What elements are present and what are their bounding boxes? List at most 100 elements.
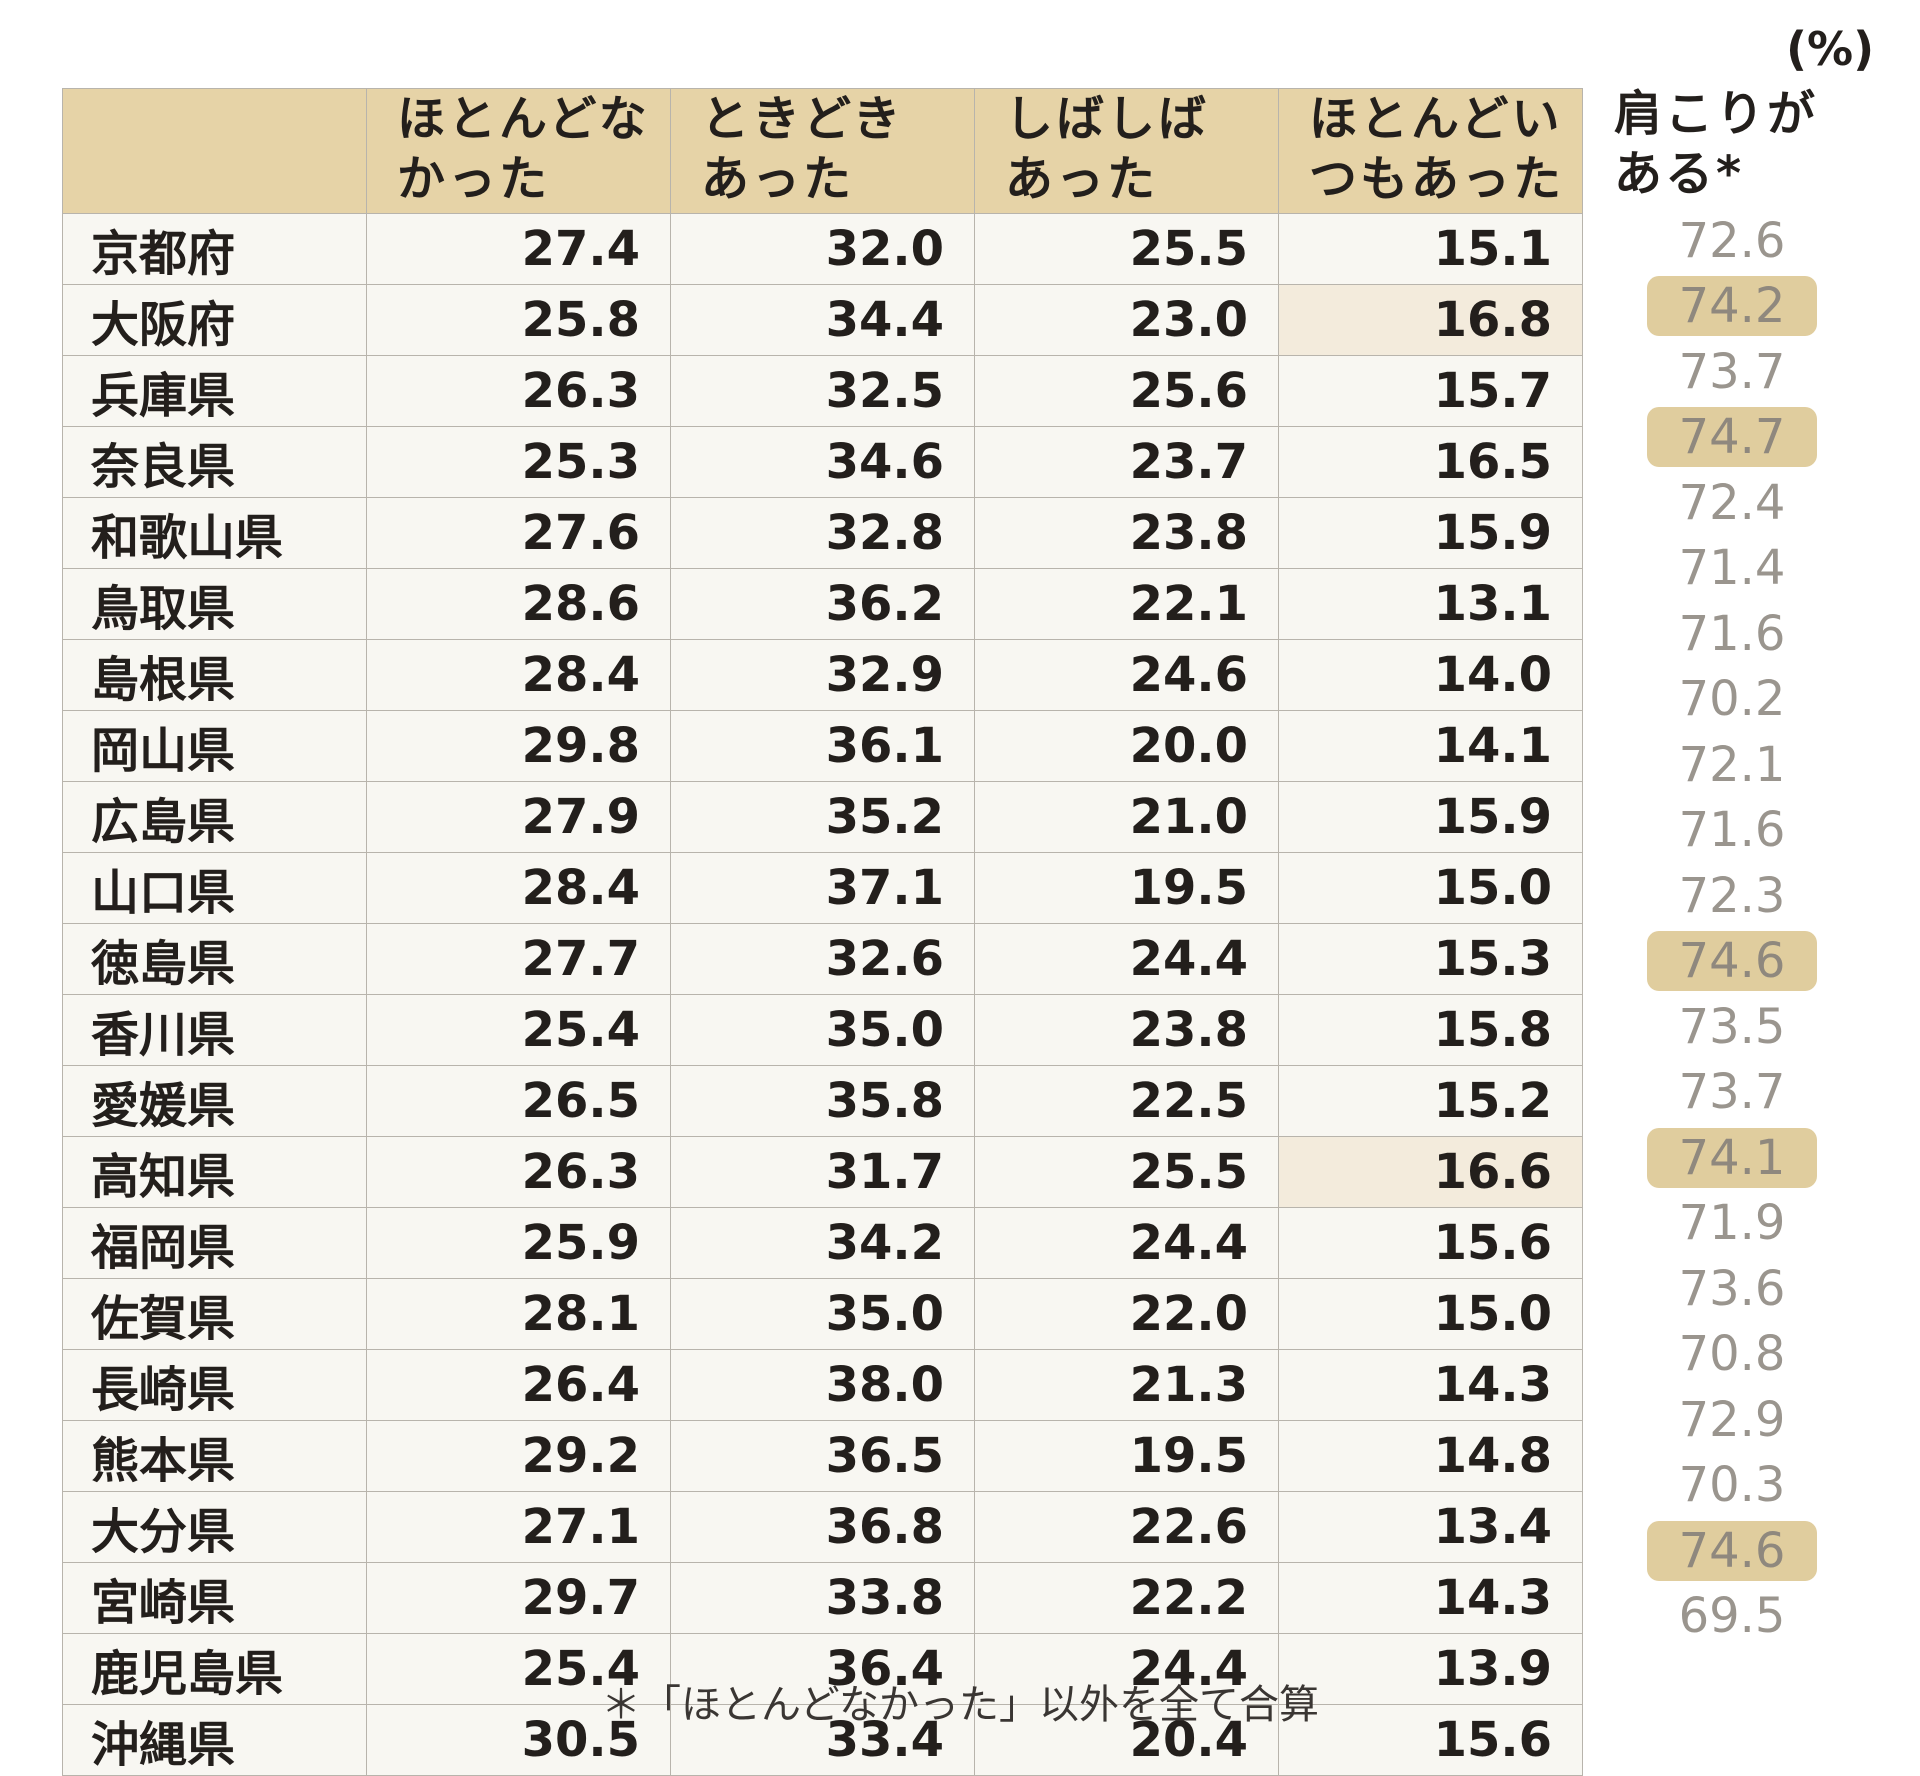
value-cell: 36.1 [670,710,975,782]
value-cell: 15.2 [1278,1065,1583,1137]
value-cell: 34.4 [670,284,975,356]
table-row: 岡山県 29.8 36.1 20.0 14.1 [62,710,1583,782]
value-cell: 22.6 [974,1491,1279,1563]
header-line: ほとんどな [397,91,650,147]
value-cell: 21.0 [974,781,1279,853]
value-cell: 26.3 [366,1136,671,1208]
value-cell: 38.0 [670,1349,975,1421]
value-cell: 26.5 [366,1065,671,1137]
table-row: 沖縄県 30.5 33.4 20.4 15.6 [62,1704,1583,1776]
value-cell: 15.6 [1278,1704,1583,1776]
total-row: 71.6 [1584,798,1880,864]
value-cell: 24.4 [974,1633,1279,1705]
table-row: 京都府 27.4 32.0 25.5 15.1 [62,213,1583,285]
header-line: つもあった [1309,151,1565,207]
value-cell: 35.8 [670,1065,975,1137]
table-row: 鹿児島県 25.4 36.4 24.4 13.9 [62,1633,1583,1705]
value-cell: 14.1 [1278,710,1583,782]
header-cell-often: しばしば あった [974,88,1279,214]
table-row: 島根県 28.4 32.9 24.6 14.0 [62,639,1583,711]
total-row: 74.2 [1584,274,1880,340]
prefecture-cell: 香川県 [62,994,367,1066]
total-row: 74.6 [1584,929,1880,995]
value-cell: 24.4 [974,923,1279,995]
value-cell: 32.0 [670,213,975,285]
value-cell: 22.2 [974,1562,1279,1634]
table-row: 和歌山県 27.6 32.8 23.8 15.9 [62,497,1583,569]
total-value: 73.7 [1678,1064,1786,1121]
total-value: 70.2 [1678,671,1786,728]
value-cell: 30.5 [366,1704,671,1776]
header-line: ある* [1614,146,1745,202]
total-row: 69.5 [1584,1584,1880,1650]
value-cell: 20.0 [974,710,1279,782]
value-cell: 25.4 [366,994,671,1066]
total-row: 73.6 [1584,1256,1880,1322]
value-cell: 22.0 [974,1278,1279,1350]
table-row: 長崎県 26.4 38.0 21.3 14.3 [62,1349,1583,1421]
value-cell: 25.5 [974,1136,1279,1208]
header-line: 肩こりが [1614,86,1819,142]
value-cell: 15.8 [1278,994,1583,1066]
value-cell: 25.9 [366,1207,671,1279]
table-row: 香川県 25.4 35.0 23.8 15.8 [62,994,1583,1066]
header-line: しばしば [1005,91,1210,147]
value-cell: 15.0 [1278,1278,1583,1350]
value-cell: 28.4 [366,852,671,924]
table-body: 京都府 27.4 32.0 25.5 15.1 大阪府 25.8 34.4 23.0 16.8 兵庫… [62,213,1583,1776]
total-row: 74.1 [1584,1125,1880,1191]
value-cell: 27.9 [366,781,671,853]
value-cell: 16.5 [1278,426,1583,498]
total-row: 74.6 [1584,1518,1880,1584]
value-cell: 22.1 [974,568,1279,640]
table-row: 鳥取県 28.6 36.2 22.1 13.1 [62,568,1583,640]
value-cell: 35.2 [670,781,975,853]
total-value: 72.4 [1678,474,1786,531]
value-cell: 32.5 [670,355,975,427]
value-cell: 27.6 [366,497,671,569]
value-cell: 27.4 [366,213,671,285]
total-value: 72.9 [1678,1391,1786,1448]
table-row: 高知県 26.3 31.7 25.5 16.6 [62,1136,1583,1208]
value-cell: 37.1 [670,852,975,924]
prefecture-cell: 長崎県 [62,1349,367,1421]
total-value: 74.6 [1647,931,1817,992]
prefecture-cell: 和歌山県 [62,497,367,569]
value-cell: 16.8 [1278,284,1583,356]
value-cell: 32.9 [670,639,975,711]
prefecture-cell: 福岡県 [62,1207,367,1279]
prefecture-cell: 広島県 [62,781,367,853]
value-cell: 36.5 [670,1420,975,1492]
prefecture-cell: 熊本県 [62,1420,367,1492]
prefecture-cell: 山口県 [62,852,367,924]
total-row: 73.5 [1584,994,1880,1060]
prefecture-cell: 宮崎県 [62,1562,367,1634]
total-value: 71.9 [1678,1195,1786,1252]
value-cell: 29.8 [366,710,671,782]
header-cell-blank [62,88,367,214]
value-cell: 23.7 [974,426,1279,498]
value-cell: 25.4 [366,1633,671,1705]
value-cell: 25.6 [974,355,1279,427]
header-line: ときどき [701,91,904,147]
total-row: 73.7 [1584,1060,1880,1126]
total-row: 70.2 [1584,667,1880,733]
header-line: あった [701,151,855,207]
total-value: 73.5 [1678,998,1786,1055]
total-value: 73.6 [1678,1260,1786,1317]
prefecture-cell: 高知県 [62,1136,367,1208]
value-cell: 14.3 [1278,1562,1583,1634]
header-line: ほとんどい [1309,91,1563,147]
value-cell: 28.6 [366,568,671,640]
value-cell: 26.4 [366,1349,671,1421]
value-cell: 15.3 [1278,923,1583,995]
value-cell: 32.6 [670,923,975,995]
value-cell: 24.4 [974,1207,1279,1279]
value-cell: 33.4 [670,1704,975,1776]
table-row: 福岡県 25.9 34.2 24.4 15.6 [62,1207,1583,1279]
table-row: 山口県 28.4 37.1 19.5 15.0 [62,852,1583,924]
prefecture-cell: 徳島県 [62,923,367,995]
total-value: 74.6 [1647,1520,1817,1581]
total-value: 71.6 [1678,802,1786,859]
total-value: 72.3 [1678,867,1786,924]
